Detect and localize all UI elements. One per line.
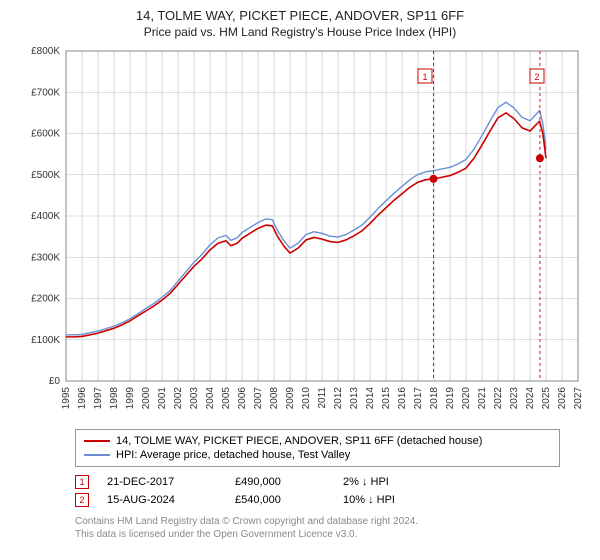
svg-text:2011: 2011 xyxy=(317,387,328,409)
svg-text:1998: 1998 xyxy=(109,387,120,410)
svg-text:£0: £0 xyxy=(49,376,61,387)
point-price: £490,000 xyxy=(235,476,325,488)
svg-text:1996: 1996 xyxy=(77,387,88,410)
svg-text:2027: 2027 xyxy=(573,387,584,410)
svg-text:2015: 2015 xyxy=(381,387,392,410)
svg-text:£200K: £200K xyxy=(31,294,60,305)
footer-attribution: Contains HM Land Registry data © Crown c… xyxy=(75,515,560,541)
svg-text:2009: 2009 xyxy=(285,387,296,410)
legend-row: 14, TOLME WAY, PICKET PIECE, ANDOVER, SP… xyxy=(84,434,551,448)
svg-text:2010: 2010 xyxy=(301,387,312,410)
point-marker-box: 2 xyxy=(75,493,89,507)
svg-text:2006: 2006 xyxy=(237,387,248,410)
legend-row: HPI: Average price, detached house, Test… xyxy=(84,448,551,462)
line-chart-svg: £0 £100K £200K £300K £400K £500K £600K £700K £80… xyxy=(10,45,590,425)
svg-text:2013: 2013 xyxy=(349,387,360,410)
svg-text:2003: 2003 xyxy=(189,387,200,410)
svg-text:2017: 2017 xyxy=(413,387,424,410)
data-point-row: 2 15-AUG-2024 £540,000 10% ↓ HPI xyxy=(75,491,560,509)
chart-title: 14, TOLME WAY, PICKET PIECE, ANDOVER, SP… xyxy=(10,8,590,23)
svg-text:2022: 2022 xyxy=(493,387,504,410)
svg-text:2: 2 xyxy=(534,72,539,82)
footer-line-2: This data is licensed under the Open Gov… xyxy=(75,528,560,541)
chart-subtitle: Price paid vs. HM Land Registry's House … xyxy=(10,25,590,39)
point-date: 21-DEC-2017 xyxy=(107,476,217,488)
svg-text:£100K: £100K xyxy=(31,335,60,346)
svg-text:2008: 2008 xyxy=(269,387,280,410)
svg-text:£400K: £400K xyxy=(31,211,60,222)
svg-text:£700K: £700K xyxy=(31,87,60,98)
svg-text:1997: 1997 xyxy=(93,387,104,410)
legend-swatch xyxy=(84,454,110,456)
svg-text:2000: 2000 xyxy=(141,387,152,410)
point-delta: 2% ↓ HPI xyxy=(343,476,433,488)
svg-text:2021: 2021 xyxy=(477,387,488,410)
legend-label: HPI: Average price, detached house, Test… xyxy=(116,449,350,461)
footer-line-1: Contains HM Land Registry data © Crown c… xyxy=(75,515,560,528)
legend-swatch xyxy=(84,440,110,442)
svg-text:2023: 2023 xyxy=(509,387,520,410)
svg-text:2025: 2025 xyxy=(541,387,552,410)
svg-text:2005: 2005 xyxy=(221,387,232,410)
svg-text:2026: 2026 xyxy=(557,387,568,410)
data-points-table: 1 21-DEC-2017 £490,000 2% ↓ HPI 2 15-AUG-2024… xyxy=(75,473,560,509)
point-delta: 10% ↓ HPI xyxy=(343,494,433,506)
svg-text:2019: 2019 xyxy=(445,387,456,410)
svg-text:2016: 2016 xyxy=(397,387,408,410)
svg-text:£600K: £600K xyxy=(31,129,60,140)
point-marker-box: 1 xyxy=(75,475,89,489)
legend: 14, TOLME WAY, PICKET PIECE, ANDOVER, SP… xyxy=(75,429,560,467)
svg-text:£500K: £500K xyxy=(31,170,60,181)
svg-text:£300K: £300K xyxy=(31,252,60,263)
svg-text:2014: 2014 xyxy=(365,387,376,410)
svg-text:2012: 2012 xyxy=(333,387,344,410)
chart-area: £0 £100K £200K £300K £400K £500K £600K £700K £80… xyxy=(10,45,590,425)
svg-text:1999: 1999 xyxy=(125,387,136,410)
point-date: 15-AUG-2024 xyxy=(107,494,217,506)
svg-text:2020: 2020 xyxy=(461,387,472,410)
svg-text:2001: 2001 xyxy=(157,387,168,410)
svg-text:1: 1 xyxy=(422,72,427,82)
svg-text:2004: 2004 xyxy=(205,387,216,410)
svg-text:1995: 1995 xyxy=(61,387,72,410)
svg-text:2024: 2024 xyxy=(525,387,536,410)
svg-text:2018: 2018 xyxy=(429,387,440,410)
data-point-row: 1 21-DEC-2017 £490,000 2% ↓ HPI xyxy=(75,473,560,491)
svg-text:£800K: £800K xyxy=(31,46,60,57)
point-price: £540,000 xyxy=(235,494,325,506)
svg-text:2007: 2007 xyxy=(253,387,264,410)
legend-label: 14, TOLME WAY, PICKET PIECE, ANDOVER, SP… xyxy=(116,435,482,447)
svg-text:2002: 2002 xyxy=(173,387,184,410)
